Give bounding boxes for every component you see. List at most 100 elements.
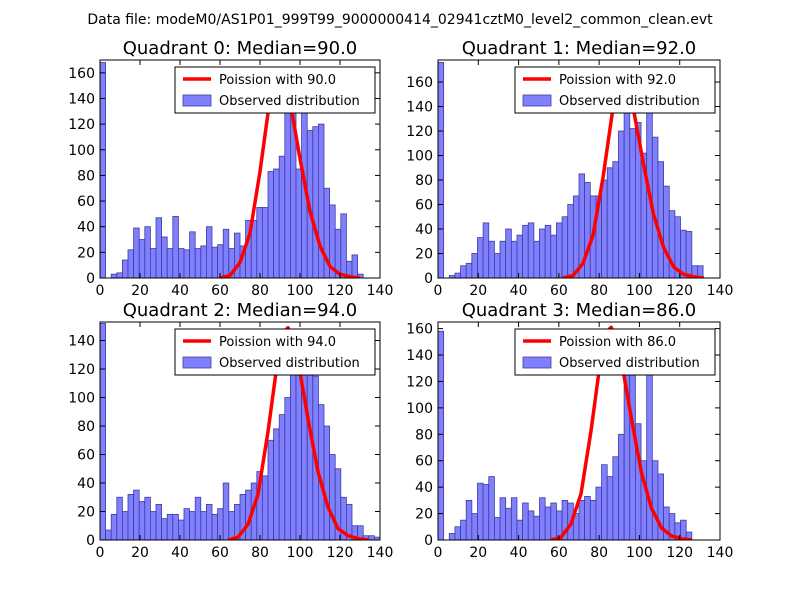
x-tick-label: 40 bbox=[510, 283, 528, 299]
bar bbox=[516, 519, 524, 540]
y-tick-label: 0 bbox=[86, 533, 95, 549]
bar bbox=[110, 273, 118, 278]
bar bbox=[663, 185, 670, 278]
bar bbox=[149, 511, 157, 540]
x-tick-label: 20 bbox=[131, 545, 149, 561]
bar bbox=[556, 222, 563, 278]
bar bbox=[194, 496, 202, 540]
y-tick-label: 80 bbox=[77, 168, 95, 184]
x-tick-label: 100 bbox=[287, 545, 314, 561]
bar bbox=[539, 228, 546, 278]
y-tick-label: 120 bbox=[406, 124, 433, 140]
bar bbox=[295, 168, 302, 278]
bar bbox=[217, 244, 224, 278]
axes-frame bbox=[437, 321, 721, 541]
legend-bar-swatch bbox=[522, 94, 552, 107]
legend: Poission with 92.0 Observed distribution bbox=[514, 66, 716, 114]
bar bbox=[629, 128, 636, 278]
y-tick-label: 20 bbox=[77, 505, 95, 521]
bar bbox=[110, 513, 118, 540]
bar bbox=[493, 253, 501, 278]
x-tick-label: 80 bbox=[590, 545, 608, 561]
legend-line-label: Poission with 92.0 bbox=[559, 73, 676, 88]
bar bbox=[100, 323, 106, 540]
bar bbox=[493, 517, 501, 540]
bar bbox=[510, 497, 518, 540]
bar bbox=[516, 234, 524, 278]
bar bbox=[127, 494, 134, 540]
bar bbox=[477, 237, 484, 278]
bar bbox=[267, 439, 274, 540]
axes-frame bbox=[437, 59, 721, 279]
x-tick-label: 0 bbox=[96, 545, 105, 561]
y-tick-label: 100 bbox=[68, 143, 95, 159]
bar bbox=[533, 515, 540, 540]
bar bbox=[510, 240, 518, 278]
y-tick-label: 20 bbox=[77, 245, 95, 261]
bar bbox=[189, 231, 196, 278]
bar bbox=[685, 531, 693, 540]
y-tick-label: 40 bbox=[415, 480, 433, 496]
bar bbox=[149, 248, 157, 278]
bar bbox=[505, 228, 512, 278]
y-tick-label: 80 bbox=[77, 419, 95, 435]
x-tick-label: 60 bbox=[550, 283, 568, 299]
x-tick-label: 40 bbox=[171, 545, 189, 561]
bar bbox=[482, 222, 490, 278]
x-tick-label: 60 bbox=[211, 545, 229, 561]
bar bbox=[183, 508, 190, 540]
x-tick-label: 140 bbox=[367, 283, 394, 299]
x-tick-label: 140 bbox=[707, 545, 734, 561]
bar bbox=[544, 506, 552, 540]
legend: Poission with 86.0 Observed distribution bbox=[514, 328, 716, 376]
bar bbox=[267, 171, 274, 278]
chart-title: Quadrant 1: Median=92.0 bbox=[462, 38, 697, 59]
axes-frame bbox=[99, 59, 381, 279]
x-tick-label: 120 bbox=[666, 545, 693, 561]
x-tick-label: 120 bbox=[327, 545, 354, 561]
y-tick-label: 40 bbox=[77, 476, 95, 492]
bar bbox=[488, 476, 495, 540]
bar bbox=[144, 226, 151, 278]
y-tick-label: 20 bbox=[415, 507, 433, 523]
bar bbox=[578, 499, 586, 540]
bar bbox=[127, 249, 134, 278]
legend-bar-swatch bbox=[522, 356, 552, 369]
chart-panel-0: Quadrant 0: Median=90.0 0 20 40 60 80 100 120 14… bbox=[68, 38, 393, 299]
bar bbox=[138, 501, 146, 540]
bar bbox=[278, 155, 286, 278]
bar bbox=[651, 460, 659, 540]
bar bbox=[601, 464, 608, 540]
bar bbox=[273, 428, 280, 540]
y-tick-label: 100 bbox=[68, 391, 95, 407]
bar bbox=[601, 179, 608, 278]
bar bbox=[527, 222, 535, 278]
bar bbox=[477, 482, 484, 540]
y-tick-label: 120 bbox=[406, 374, 433, 390]
bar bbox=[368, 535, 375, 540]
bar bbox=[161, 236, 168, 278]
y-tick-label: 140 bbox=[68, 334, 95, 350]
bar bbox=[189, 511, 196, 540]
bar bbox=[606, 167, 614, 278]
bar bbox=[657, 161, 665, 278]
legend: Poission with 90.0 Observed distribution bbox=[174, 66, 376, 114]
x-tick-label: 60 bbox=[211, 283, 229, 299]
bar bbox=[177, 248, 185, 278]
y-tick-label: 60 bbox=[415, 198, 433, 214]
x-tick-label: 80 bbox=[590, 283, 608, 299]
bar bbox=[222, 482, 230, 540]
bar bbox=[471, 513, 478, 540]
chart-title: Quadrant 3: Median=86.0 bbox=[462, 300, 697, 321]
bar bbox=[205, 226, 213, 278]
bar bbox=[133, 489, 140, 540]
x-tick-label: 80 bbox=[251, 545, 269, 561]
bar bbox=[471, 253, 478, 278]
bar-series bbox=[438, 330, 693, 540]
bar bbox=[105, 529, 112, 540]
x-tick-label: 120 bbox=[327, 283, 354, 299]
bar bbox=[465, 262, 473, 278]
y-tick-label: 60 bbox=[77, 194, 95, 210]
legend-bar-swatch bbox=[182, 356, 212, 369]
legend-bar-label: Observed distribution bbox=[559, 356, 700, 371]
